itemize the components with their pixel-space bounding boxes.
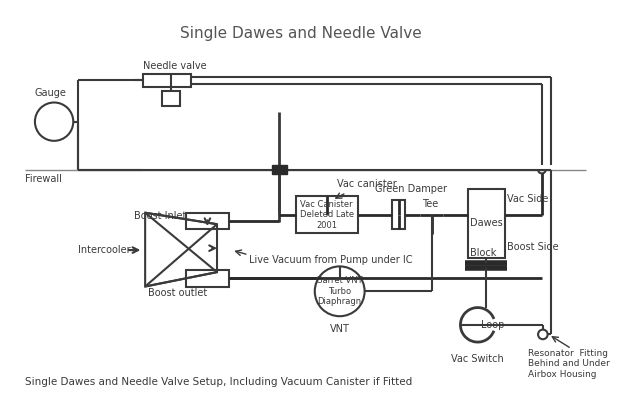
Bar [392, 200, 405, 229]
Bar [271, 165, 287, 174]
Bar [187, 270, 230, 286]
Text: Boost outlet: Boost outlet [148, 288, 207, 298]
Text: VNT: VNT [329, 324, 349, 334]
Text: Dawes: Dawes [470, 218, 503, 228]
Text: Green Damper: Green Damper [375, 183, 447, 194]
Text: Block: Block [470, 248, 497, 258]
Text: Loop: Loop [480, 320, 504, 330]
Text: Needle valve: Needle valve [144, 61, 207, 71]
Text: Intercooler: Intercooler [78, 245, 130, 255]
Text: Boost Inlet: Boost Inlet [134, 211, 186, 221]
Text: Live Vacuum from Pump under IC: Live Vacuum from Pump under IC [248, 255, 412, 265]
Text: Vac Side: Vac Side [507, 194, 548, 204]
Text: Single Dawes and Needle Valve Setup, Including Vacuum Canister if Fitted: Single Dawes and Needle Valve Setup, Inc… [26, 377, 412, 387]
Bar [144, 74, 191, 87]
Text: Garret VNT
Turbo
Diaphragn: Garret VNT Turbo Diaphragn [316, 276, 363, 306]
Text: Gauge: Gauge [35, 88, 67, 98]
Text: Vac Canister
Deleted Late
2001: Vac Canister Deleted Late 2001 [300, 200, 354, 229]
Text: Tee: Tee [422, 199, 438, 209]
Bar [468, 189, 505, 258]
Text: Boost Side: Boost Side [507, 242, 559, 252]
Text: Vac canister: Vac canister [337, 179, 397, 189]
Bar [296, 197, 358, 233]
Bar [162, 91, 180, 106]
Text: Resonator  Fitting
Behind and Under
Airbox Housing: Resonator Fitting Behind and Under Airbo… [529, 349, 610, 379]
Bar [187, 213, 230, 229]
Text: Single Dawes and Needle Valve: Single Dawes and Needle Valve [180, 26, 421, 41]
Text: Firewall: Firewall [26, 174, 62, 185]
Text: Vac Switch: Vac Switch [451, 353, 504, 363]
